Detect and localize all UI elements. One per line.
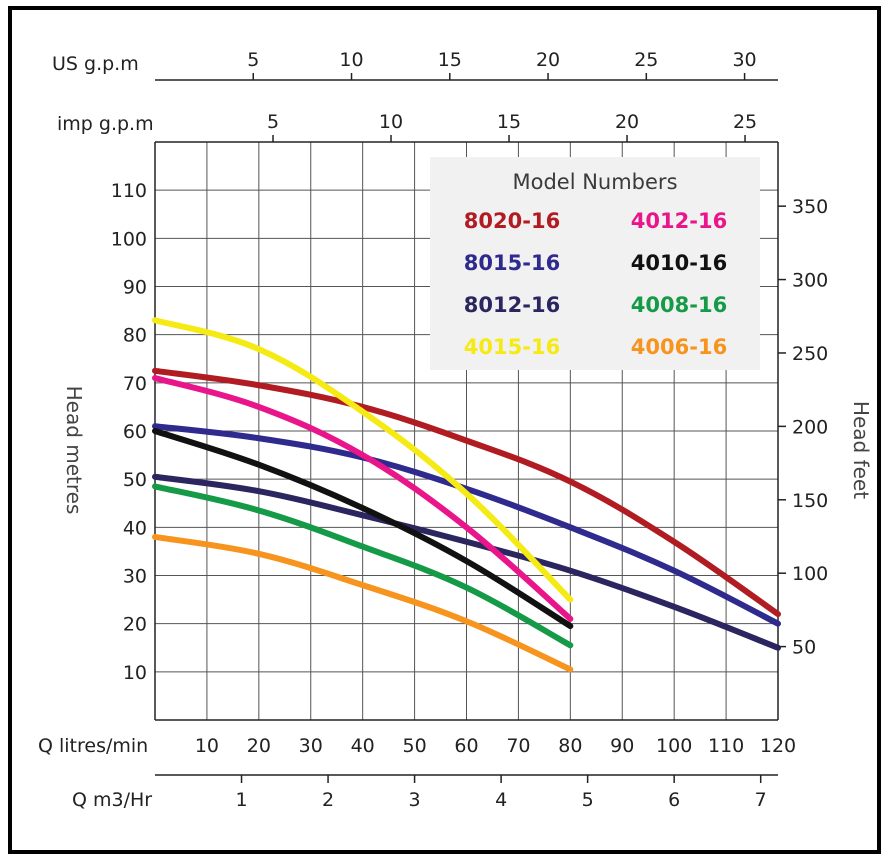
x-tick-label: 50 [402, 735, 426, 757]
x-tick-label: 100 [656, 735, 692, 757]
y2-tick-label: 350 [792, 196, 828, 218]
y-tick-label: 50 [123, 469, 147, 491]
x-axis-title: Q litres/min [38, 735, 148, 757]
top-axis-1-tick-label: 10 [339, 49, 363, 71]
legend-item-4012-16: 4012-16 [631, 209, 727, 233]
y-tick-label: 90 [123, 277, 147, 299]
y-tick-label: 20 [123, 614, 147, 636]
x-tick-label: 20 [247, 735, 271, 757]
x2-tick-label: 4 [495, 789, 507, 811]
legend-item-8015-16: 8015-16 [464, 251, 560, 275]
top-axis-1-tick-label: 20 [536, 49, 560, 71]
x-tick-label: 70 [506, 735, 530, 757]
top-axis-1-tick-label: 15 [438, 49, 462, 71]
legend-item-4015-16: 4015-16 [464, 335, 560, 359]
y-axis-title: Head metres [62, 386, 86, 515]
x-tick-label: 120 [760, 735, 796, 757]
legend-item-4008-16: 4008-16 [631, 293, 727, 317]
x2-tick-label: 6 [668, 789, 680, 811]
y2-axis-title: Head feet [849, 401, 873, 499]
series-line-4015-16 [152, 317, 574, 603]
y-tick-label: 60 [123, 421, 147, 443]
y2-tick-label: 250 [792, 343, 828, 365]
x2-tick-label: 5 [582, 789, 594, 811]
y-tick-label: 40 [123, 517, 147, 539]
top-axis-2-tick-label: 5 [267, 111, 279, 133]
legend-box [430, 157, 760, 370]
x-tick-label: 30 [299, 735, 323, 757]
y2-tick-label: 100 [792, 563, 828, 585]
series-line-8012-16 [152, 473, 781, 651]
y-tick-label: 80 [123, 325, 147, 347]
x-tick-label: 110 [708, 735, 744, 757]
series-line-8015-16 [152, 423, 781, 627]
y2-tick-label: 300 [792, 270, 828, 292]
x-tick-label: 90 [610, 735, 634, 757]
top-axis-2-tick-label: 15 [497, 111, 521, 133]
y2-tick-label: 200 [792, 416, 828, 438]
series-line-4008-16 [152, 483, 574, 649]
y-tick-label: 100 [111, 228, 147, 250]
legend-item-4006-16: 4006-16 [631, 335, 727, 359]
x-tick-label: 80 [558, 735, 582, 757]
legend-item-8020-16: 8020-16 [464, 209, 560, 233]
top-axis-1-tick-label: 25 [634, 49, 658, 71]
x2-tick-label: 3 [409, 789, 421, 811]
y-tick-label: 10 [123, 662, 147, 684]
series-line-4010-16 [152, 428, 574, 630]
y-tick-label: 110 [111, 180, 147, 202]
x2-tick-label: 7 [755, 789, 767, 811]
top-axis-2-tick-label: 10 [379, 111, 403, 133]
series-line-8020-16 [152, 367, 781, 618]
x-tick-label: 10 [195, 735, 219, 757]
top-axis-1-tick-label: 30 [732, 49, 756, 71]
series-line-4006-16 [152, 533, 574, 673]
top-axis-2-title: imp g.p.m [57, 113, 154, 135]
y2-tick-label: 150 [792, 490, 828, 512]
x2-tick-label: 1 [235, 789, 247, 811]
x2-axis-title: Q m3/Hr [72, 789, 152, 811]
legend-item-4010-16: 4010-16 [631, 251, 727, 275]
x2-tick-label: 2 [322, 789, 334, 811]
top-axis-1-title: US g.p.m [52, 53, 139, 75]
series-line-4012-16 [152, 375, 574, 622]
y-tick-label: 70 [123, 373, 147, 395]
top-axis-1-tick-label: 5 [247, 49, 259, 71]
top-axis-2-tick-label: 25 [733, 111, 757, 133]
top-axis-2-tick-label: 20 [615, 111, 639, 133]
x-tick-label: 60 [454, 735, 478, 757]
x-tick-label: 40 [351, 735, 375, 757]
legend-item-8012-16: 8012-16 [464, 293, 560, 317]
y-tick-label: 30 [123, 566, 147, 588]
legend-title: Model Numbers [512, 170, 677, 194]
y2-tick-label: 50 [792, 637, 816, 659]
